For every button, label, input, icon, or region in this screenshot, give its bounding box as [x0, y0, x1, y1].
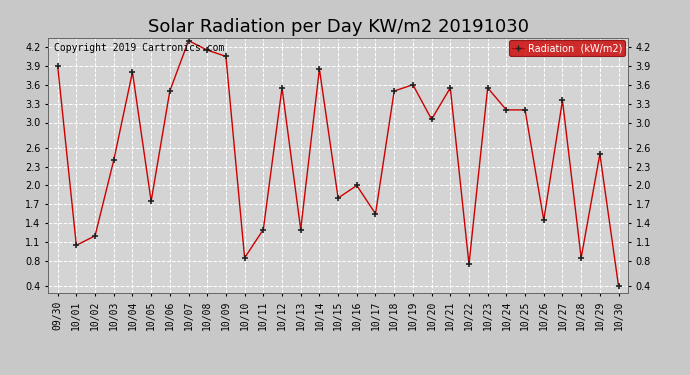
- Legend: Radiation  (kW/m2): Radiation (kW/m2): [509, 40, 625, 56]
- Title: Solar Radiation per Day KW/m2 20191030: Solar Radiation per Day KW/m2 20191030: [148, 18, 529, 36]
- Text: Copyright 2019 Cartronics.com: Copyright 2019 Cartronics.com: [54, 43, 224, 52]
